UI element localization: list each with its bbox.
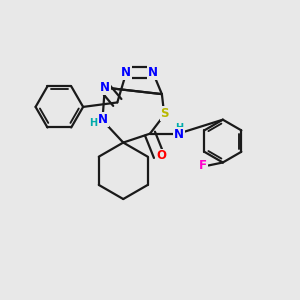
Text: N: N (121, 66, 131, 79)
Text: O: O (156, 149, 166, 162)
Text: S: S (160, 107, 169, 120)
Text: N: N (98, 113, 108, 126)
Text: H: H (89, 118, 98, 128)
Text: N: N (174, 128, 184, 141)
Text: N: N (148, 66, 158, 79)
Text: F: F (199, 159, 207, 172)
Text: N: N (100, 81, 110, 94)
Text: H: H (175, 123, 183, 133)
